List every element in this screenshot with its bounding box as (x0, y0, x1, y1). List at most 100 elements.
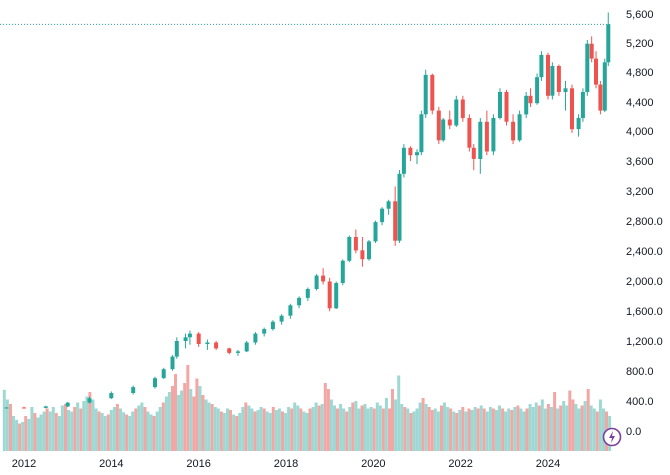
candle-body (504, 92, 509, 122)
volume-bar (137, 405, 141, 451)
candle (109, 391, 114, 399)
time-tick-label: 2014 (99, 458, 123, 470)
volume-bar (73, 407, 77, 451)
volume-bar (400, 404, 404, 451)
candle-body (187, 333, 192, 338)
volume-bar (592, 408, 596, 451)
volume-bar (204, 399, 208, 451)
candle-body (484, 121, 489, 152)
candle-body (467, 118, 472, 148)
volume-tick-label: 0.0 (626, 426, 641, 438)
candle (556, 64, 561, 96)
volume-bar (452, 411, 456, 451)
volume-bar (333, 405, 336, 451)
candle-body (270, 321, 275, 330)
volume-bar (36, 417, 40, 451)
volume-bar (45, 408, 49, 451)
volume-bar (146, 411, 150, 451)
candle (570, 84, 574, 133)
candle (594, 51, 598, 89)
price-tick-label: 3,600 (626, 156, 654, 168)
candle (447, 110, 452, 130)
volume-bar (421, 398, 425, 451)
candle (340, 259, 345, 286)
candle (563, 80, 568, 111)
candle (606, 12, 611, 66)
candle-body (22, 407, 26, 409)
volume-bar (571, 399, 575, 451)
candle-body (524, 95, 529, 115)
candle-body (236, 351, 240, 353)
candle (397, 170, 402, 243)
volume-bar (213, 407, 217, 451)
volume-bar (440, 405, 443, 451)
candle-body (585, 43, 590, 92)
volume-bar (339, 404, 343, 451)
volume-bar (149, 414, 153, 451)
candle (305, 287, 310, 301)
volume-bar (519, 408, 523, 451)
volume-bar (109, 410, 113, 451)
volume-bar (418, 402, 422, 451)
candle (467, 114, 472, 152)
volume-bar (458, 410, 462, 451)
volume-bar (250, 408, 254, 451)
price-tick-label: 5,200 (626, 38, 654, 50)
candle-body (262, 329, 267, 334)
candle-body (65, 402, 70, 407)
candle-body (498, 92, 502, 118)
candle-body (109, 393, 114, 399)
candle (528, 88, 533, 107)
volume-bar (198, 386, 202, 451)
volume-bar (513, 407, 517, 451)
candle-body (408, 147, 413, 156)
candle (386, 199, 391, 215)
candle-body (196, 333, 201, 344)
volume-bar (140, 402, 144, 451)
volume-bar (235, 416, 239, 451)
volume-bar (262, 408, 266, 451)
volume-bar (302, 411, 306, 451)
candle (353, 229, 358, 254)
tradingview-logo-icon[interactable] (602, 427, 622, 447)
candle (585, 40, 590, 96)
volume-bar (253, 411, 257, 451)
candle-body (589, 43, 594, 59)
volume-bar (397, 375, 401, 451)
volume-bar (64, 404, 67, 451)
candle-body (447, 119, 452, 126)
volume-bar (586, 389, 590, 451)
volume-bar (550, 407, 553, 451)
volume-bar (491, 408, 495, 451)
candle-body (393, 201, 398, 241)
volume-bar (461, 407, 465, 451)
volume-bar (562, 401, 566, 451)
volume-bar (314, 402, 318, 451)
volume-bar (510, 410, 514, 451)
volume-bar (436, 411, 440, 451)
volume-bar (525, 408, 529, 451)
candle (441, 118, 446, 142)
candle (539, 51, 544, 81)
volume-bar (482, 408, 486, 451)
volume-bar (115, 404, 119, 451)
volume-bar (305, 413, 309, 451)
volume-bar (161, 402, 165, 451)
volume-bar (308, 408, 312, 451)
volume-bar (345, 411, 349, 451)
candle-body (288, 305, 293, 316)
candle-body (244, 342, 249, 352)
candle (65, 401, 70, 408)
volume-bar (33, 413, 37, 451)
candle-body (528, 95, 533, 104)
volume-bar (299, 408, 303, 451)
volume-bar (128, 416, 132, 451)
candle-body (360, 250, 365, 260)
price-tick-label: 1,200.0 (626, 336, 663, 348)
volume-bar (488, 407, 492, 451)
candle (161, 367, 166, 379)
candle-body (401, 147, 406, 174)
candle (408, 146, 413, 162)
candle (270, 320, 275, 331)
